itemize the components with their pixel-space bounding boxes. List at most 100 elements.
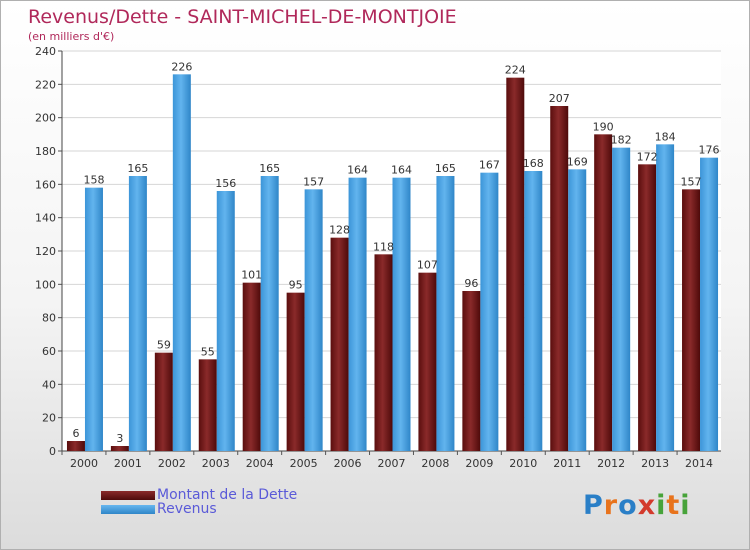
chart-subtitle: (en milliers d'€): [28, 30, 115, 43]
data-label-dette: 172: [637, 150, 658, 163]
bar-dette-2008: [418, 272, 437, 451]
x-tick-label: 2006: [334, 457, 362, 470]
bar-revenus-2003: [216, 191, 235, 451]
x-tick-label: 2014: [685, 457, 713, 470]
data-label-revenus: 182: [611, 134, 632, 147]
data-labels-layer: 6 158 3 165 59 226 55 156 101 165 95 157 128 164 118 16…: [72, 60, 719, 445]
data-label-dette: 157: [681, 175, 702, 188]
data-label-dette: 107: [417, 259, 438, 272]
bar-revenus-2004: [260, 176, 279, 451]
data-label-dette: 207: [549, 92, 570, 105]
bar-revenus-2002: [172, 74, 191, 451]
bar-revenus-2005: [304, 189, 323, 452]
x-tick-label: 2001: [114, 457, 142, 470]
data-label-revenus: 164: [391, 164, 412, 177]
x-tick-label: 2003: [202, 457, 230, 470]
y-tick-label: 20: [42, 412, 56, 425]
x-tick-label: 2000: [70, 457, 98, 470]
bar-revenus-2011: [568, 169, 587, 452]
bar-dette-2004: [242, 282, 261, 451]
bar-dette-2007: [374, 254, 393, 451]
bar-revenus-2014: [700, 157, 719, 451]
data-label-dette: 118: [373, 240, 394, 253]
data-label-dette: 6: [72, 427, 79, 440]
bar-revenus-2000: [84, 187, 103, 451]
data-label-dette: 190: [593, 120, 614, 133]
proxiti-logo: Proxiti: [583, 490, 691, 521]
bar-revenus-2010: [524, 171, 543, 451]
data-label-revenus: 165: [259, 162, 280, 175]
y-tick-label: 200: [35, 112, 56, 125]
bar-dette-2010: [506, 77, 525, 452]
bar-dette-2012: [594, 134, 613, 452]
data-label-dette: 224: [505, 64, 526, 77]
data-label-revenus: 158: [83, 174, 104, 187]
bars-layer: [66, 74, 719, 452]
bar-revenus-2001: [128, 176, 147, 451]
data-label-dette: 95: [289, 279, 303, 292]
data-label-dette: 3: [116, 432, 123, 445]
data-label-dette: 128: [329, 224, 350, 237]
legend-label-revenus: Revenus: [157, 501, 217, 517]
data-label-revenus: 226: [171, 60, 192, 73]
x-tick-label: 2004: [246, 457, 274, 470]
bar-dette-2002: [154, 352, 173, 451]
y-tick-label: 160: [35, 178, 56, 191]
x-tick-label: 2008: [421, 457, 449, 470]
data-label-dette: 59: [157, 339, 171, 352]
bar-dette-2009: [462, 291, 481, 451]
y-tick-label: 100: [35, 278, 56, 291]
x-tick-label: 2009: [465, 457, 493, 470]
data-label-dette: 101: [241, 269, 262, 282]
legend-swatch-revenus: [101, 505, 155, 514]
y-tick-label: 220: [35, 78, 56, 91]
bar-revenus-2009: [480, 172, 499, 451]
bar-revenus-2012: [612, 147, 631, 451]
x-tick-label: 2011: [553, 457, 581, 470]
x-tick-label: 2007: [378, 457, 406, 470]
y-tick-label: 120: [35, 245, 56, 258]
bar-dette-2000: [66, 441, 85, 451]
bar-dette-2003: [198, 359, 217, 451]
data-label-revenus: 157: [303, 175, 324, 188]
legend-swatch-dette: [101, 491, 155, 500]
y-tick-label: 140: [35, 212, 56, 225]
y-tick-label: 80: [42, 312, 56, 325]
data-label-revenus: 184: [655, 130, 676, 143]
data-label-dette: 96: [464, 277, 478, 290]
y-tick-label: 180: [35, 145, 56, 158]
data-label-revenus: 165: [435, 162, 456, 175]
x-tick-label: 2012: [597, 457, 625, 470]
y-tick-label: 0: [49, 445, 56, 458]
x-tick-label: 2010: [509, 457, 537, 470]
bar-revenus-2006: [348, 177, 367, 451]
legend-label-dette: Montant de la Dette: [157, 487, 298, 503]
bar-dette-2013: [638, 164, 657, 452]
chart-title: Revenus/Dette - SAINT-MICHEL-DE-MONTJOIE: [28, 6, 457, 28]
bar-revenus-2007: [392, 177, 411, 451]
axis-layer: 0 20 40 60 80 100 120 140 160 180 200 220 240 2000 200…: [35, 45, 721, 470]
x-tick-label: 2013: [641, 457, 669, 470]
data-label-revenus: 167: [479, 159, 500, 172]
bar-dette-2005: [286, 292, 305, 451]
data-label-revenus: 169: [567, 155, 588, 168]
bar-revenus-2008: [436, 176, 455, 451]
data-label-dette: 55: [201, 345, 215, 358]
bar-dette-2001: [110, 446, 129, 451]
data-label-revenus: 168: [523, 157, 544, 170]
data-label-revenus: 165: [127, 162, 148, 175]
y-tick-label: 60: [42, 345, 56, 358]
bar-dette-2011: [550, 106, 569, 451]
y-tick-label: 40: [42, 378, 56, 391]
bar-revenus-2013: [656, 144, 675, 452]
x-tick-label: 2005: [290, 457, 318, 470]
data-label-revenus: 156: [215, 177, 236, 190]
data-label-revenus: 164: [347, 164, 368, 177]
x-tick-label: 2002: [158, 457, 186, 470]
bar-dette-2006: [330, 237, 349, 451]
bar-dette-2014: [682, 189, 701, 452]
y-tick-label: 240: [35, 45, 56, 58]
data-label-revenus: 176: [699, 144, 720, 157]
